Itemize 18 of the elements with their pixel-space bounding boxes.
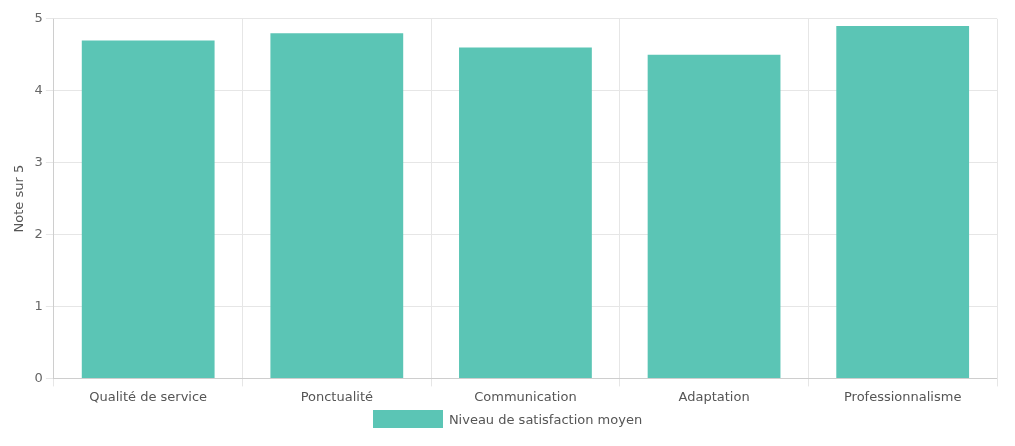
y-axis-title: Note sur 5 (11, 164, 27, 233)
bar (647, 54, 781, 378)
x-tick-label: Professionnalisme (843, 388, 962, 404)
bar (81, 40, 215, 378)
text: Niveau de satisfaction moyen (448, 411, 643, 427)
bar (836, 25, 970, 378)
bar (270, 33, 404, 378)
y-tick-label: 3 (34, 154, 43, 170)
y-tick-label: 4 (34, 82, 43, 98)
y-tick-label: 2 (34, 225, 43, 241)
y-tick-label: 0 (34, 369, 43, 385)
x-tick-label: Qualité de service (89, 388, 208, 404)
bar (459, 47, 592, 378)
y-tick-label: 5 (34, 10, 43, 26)
y-tick-label: 1 (34, 297, 43, 313)
x-tick-label: Ponctualité (300, 388, 373, 404)
x-tick-label: Communication (474, 388, 577, 404)
x-tick-label: Adaptation (678, 388, 750, 404)
